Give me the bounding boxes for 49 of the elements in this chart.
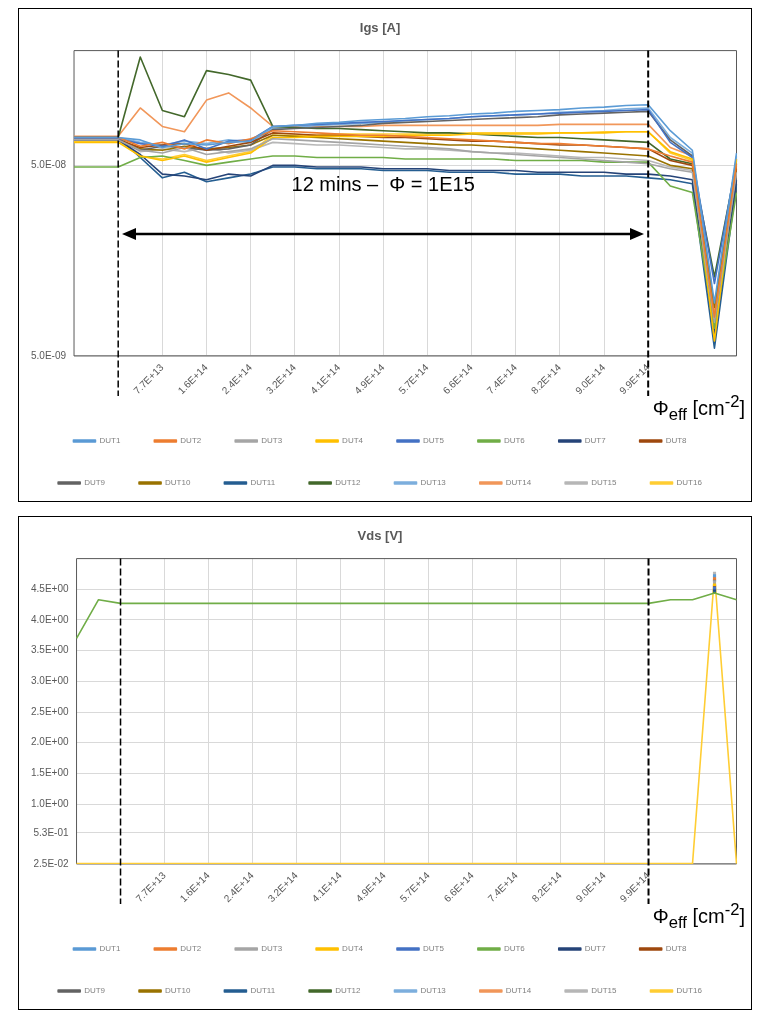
- legend-label: DUT5: [423, 436, 445, 446]
- legend-label: DUT6: [503, 436, 526, 446]
- y-tick-label: 1.0E+00: [30, 797, 69, 809]
- legend-label: DUT7: [584, 436, 607, 446]
- legend-label: DUT16: [676, 986, 703, 996]
- legend-label: DUT6: [503, 944, 526, 954]
- y-tick-label: 2.0E+00: [30, 736, 69, 748]
- chart-title: Vds [V]: [357, 528, 403, 544]
- legend-label: DUT8: [665, 944, 688, 954]
- legend-label: DUT3: [261, 436, 283, 446]
- legend-label: DUT7: [584, 944, 607, 954]
- legend-label: DUT2: [180, 436, 202, 446]
- y-tick-label: 2.5E-02: [33, 857, 69, 869]
- y-tick-label: 3.5E+00: [30, 644, 69, 656]
- legend-label: DUT8: [665, 436, 688, 446]
- legend-label: DUT13: [420, 986, 447, 996]
- legend-label: DUT12: [335, 478, 362, 488]
- y-tick-label: 5.0E-08: [30, 159, 67, 171]
- legend-label: DUT13: [420, 478, 447, 488]
- legend-label: DUT14: [505, 478, 532, 488]
- legend-label: DUT5: [423, 944, 445, 954]
- legend-label: DUT1: [99, 436, 121, 446]
- legend-label: DUT2: [180, 944, 202, 954]
- legend-label: DUT4: [342, 436, 364, 446]
- legend-label: DUT16: [676, 478, 703, 488]
- legend-label: DUT15: [591, 986, 618, 996]
- y-tick-label: 3.0E+00: [30, 675, 69, 687]
- y-tick-label: 4.5E+00: [30, 583, 69, 595]
- annotation: 12 mins – Φ = 1E15: [290, 173, 476, 197]
- x-axis-title: Φ$_{eff}$ [cm$^{-2}$]: [652, 899, 745, 933]
- legend-label: DUT9: [84, 478, 106, 488]
- legend-label: DUT14: [505, 986, 532, 996]
- x-axis-title: Φ$_{eff}$ [cm$^{-2}$]: [652, 391, 745, 425]
- y-tick-label: 5.0E-09: [30, 349, 67, 361]
- legend-label: DUT9: [84, 986, 106, 996]
- legend-label: DUT1: [99, 944, 121, 954]
- y-tick-label: 5.3E-01: [33, 826, 69, 838]
- chart-title: Igs [A]: [359, 20, 401, 36]
- legend-label: DUT4: [342, 944, 364, 954]
- legend-label: DUT12: [335, 986, 362, 996]
- legend-label: DUT11: [250, 478, 276, 488]
- legend-label: DUT10: [165, 986, 191, 996]
- legend-label: DUT11: [250, 986, 276, 996]
- y-tick-label: 4.0E+00: [30, 613, 69, 625]
- legend-label: DUT10: [165, 478, 191, 488]
- legend-label: DUT15: [591, 478, 618, 488]
- y-tick-label: 2.5E+00: [30, 705, 69, 717]
- legend-label: DUT3: [261, 944, 283, 954]
- y-tick-label: 1.5E+00: [30, 767, 69, 779]
